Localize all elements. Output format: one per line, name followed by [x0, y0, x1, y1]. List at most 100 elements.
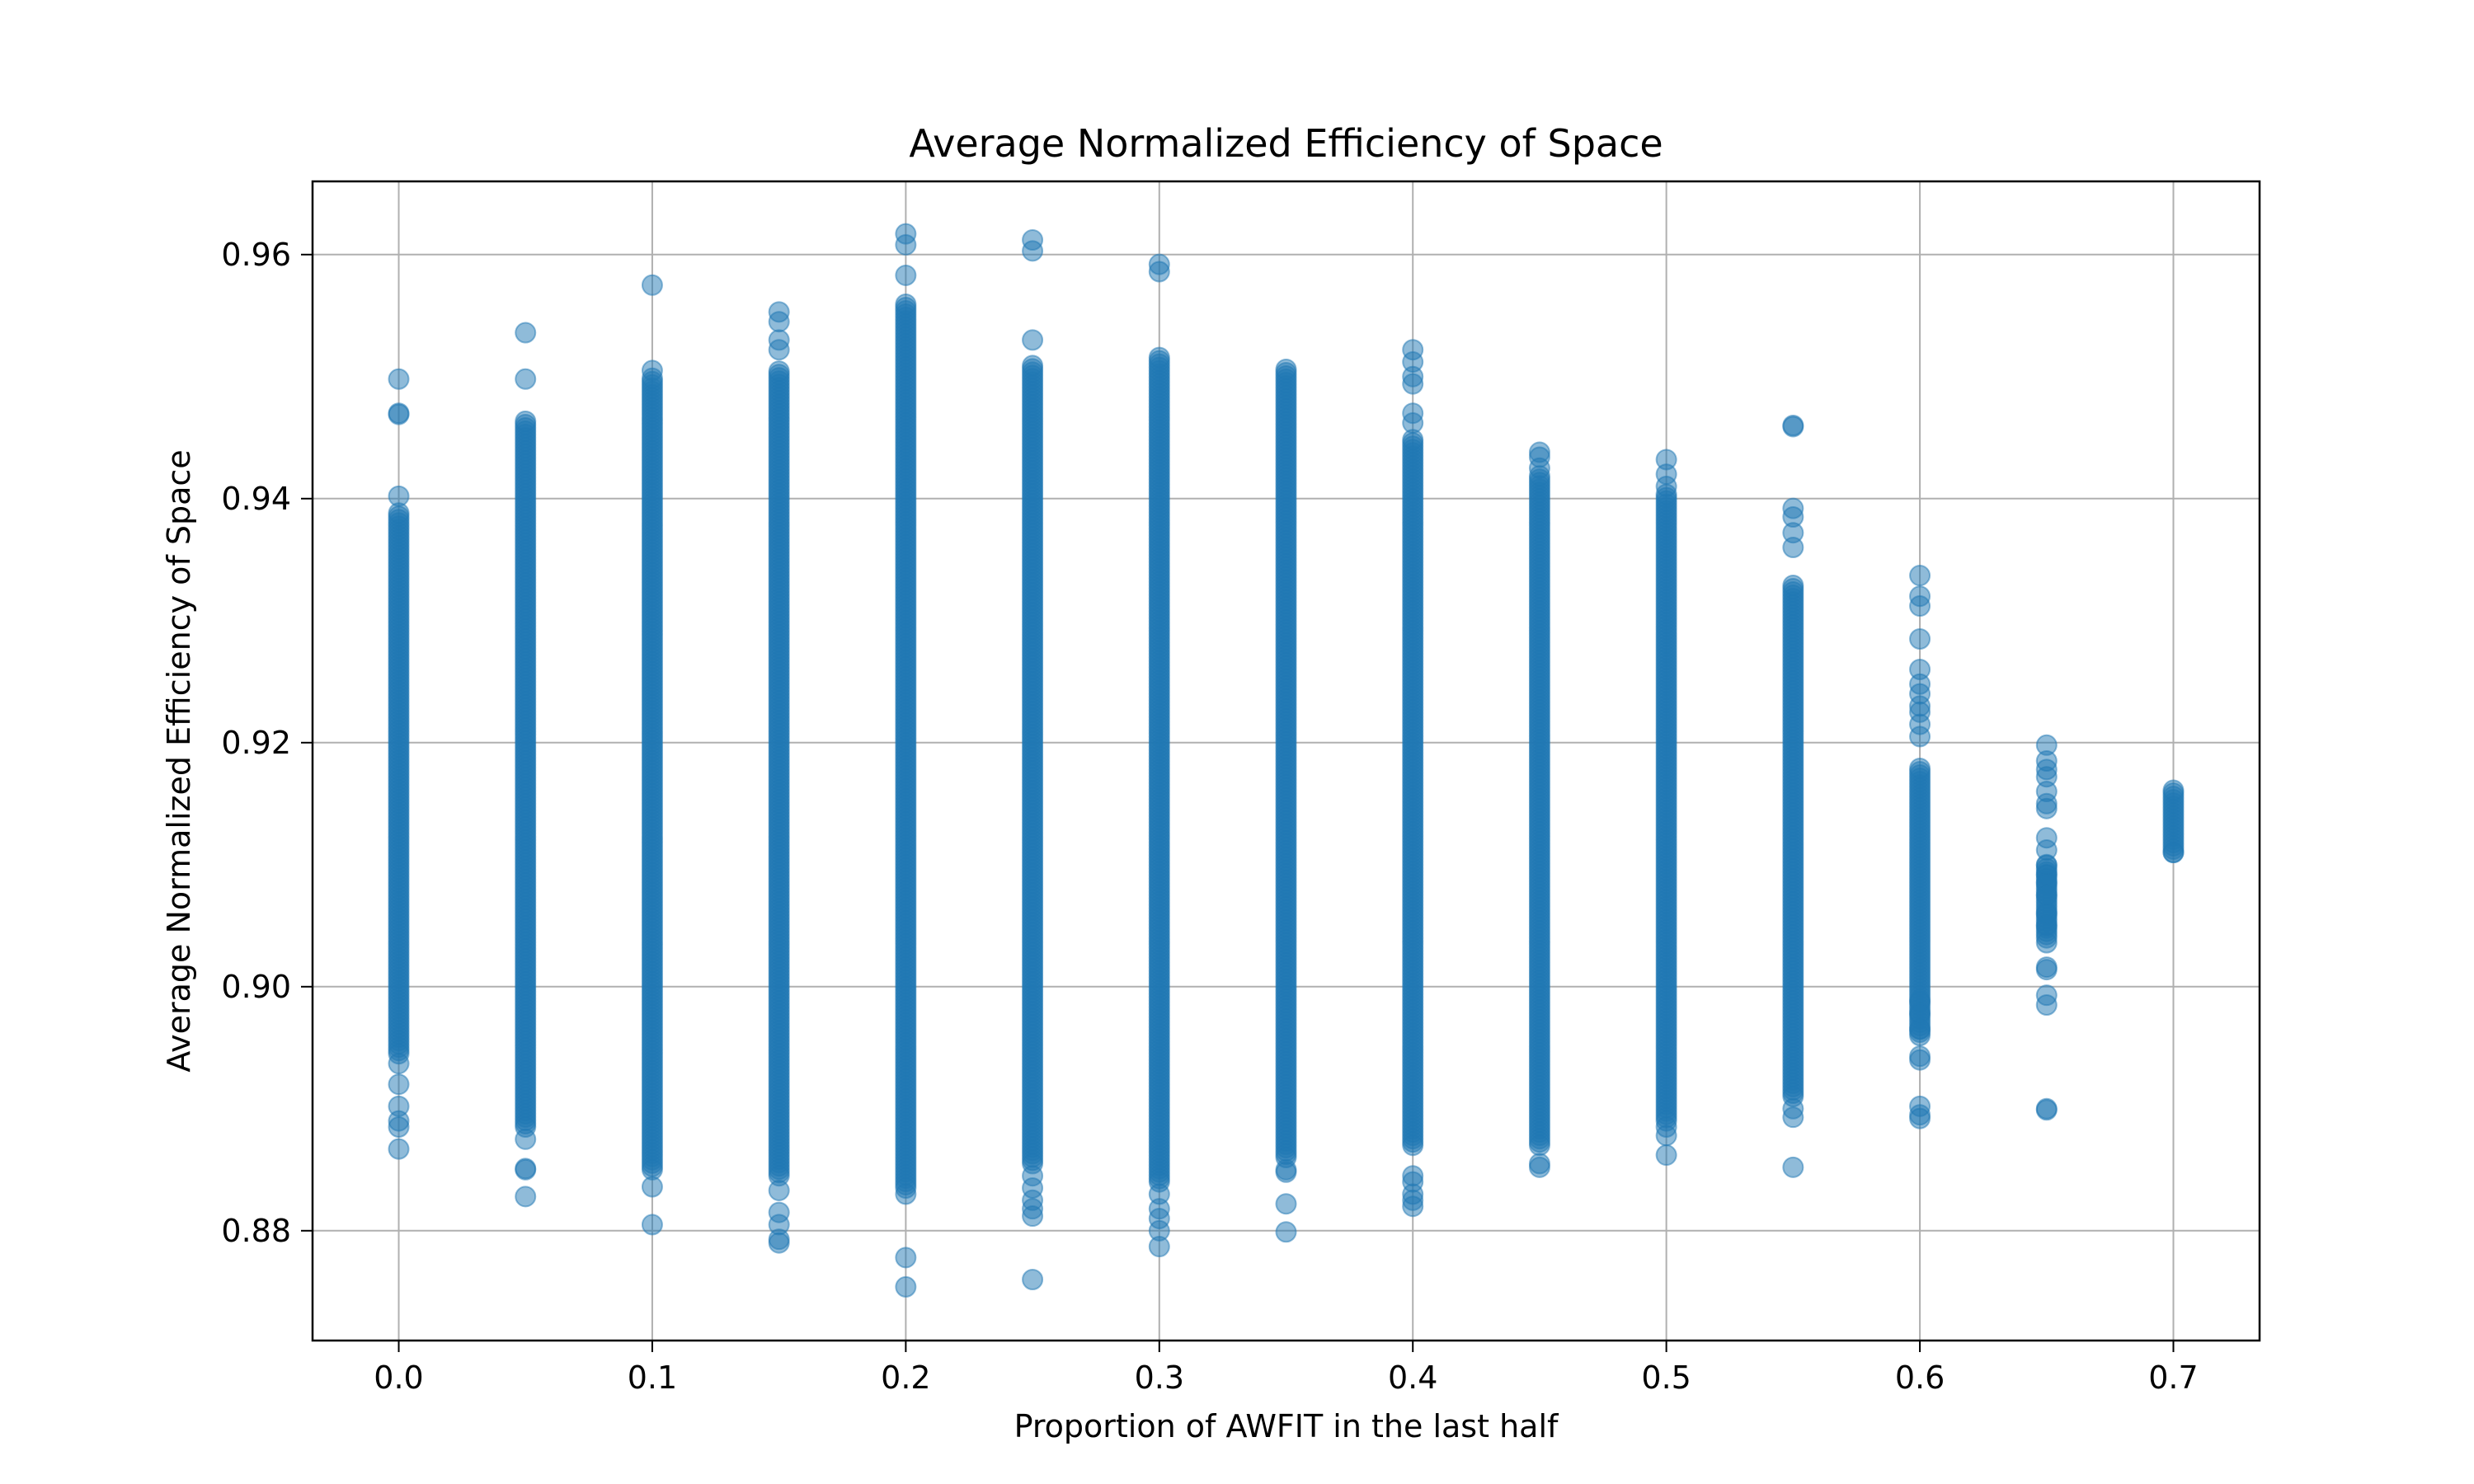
data-point — [895, 1247, 917, 1269]
data-column — [768, 301, 790, 1254]
data-point — [1275, 1193, 1297, 1215]
data-point — [1528, 1156, 1550, 1178]
data-column — [641, 274, 663, 1236]
data-point — [1909, 1107, 1931, 1129]
data-point — [2162, 842, 2185, 863]
x-tick-label: 0.4 — [1388, 1360, 1437, 1396]
data-point — [2035, 884, 2058, 906]
data-point — [2035, 797, 2058, 819]
data-column — [2162, 779, 2185, 863]
data-point — [1022, 1205, 1044, 1228]
data-point — [2162, 779, 2185, 801]
data-point — [1909, 595, 1931, 618]
data-point — [895, 264, 917, 286]
data-point — [1275, 1161, 1297, 1183]
data-point — [388, 1053, 410, 1075]
x-axis-label: Proportion of AWFIT in the last half — [1014, 1408, 1559, 1444]
data-point — [895, 1183, 917, 1205]
data-point — [1909, 758, 1931, 779]
data-point — [1528, 457, 1550, 479]
data-column — [1655, 448, 1677, 1167]
data-point — [768, 311, 790, 333]
y-axis-ticks: 0.88 0.90 0.92 0.94 0.96 — [221, 237, 313, 1249]
x-tick-label: 0.1 — [628, 1360, 677, 1396]
data-point — [1402, 412, 1424, 434]
chart-title: Average Normalized Efficiency of Space — [909, 121, 1663, 166]
data-point — [895, 294, 917, 315]
data-point — [1148, 346, 1170, 369]
data-point — [1909, 1018, 1931, 1040]
x-tick-label: 0.6 — [1895, 1360, 1945, 1396]
x-tick-label: 0.2 — [881, 1360, 930, 1396]
data-point — [1402, 373, 1424, 395]
data-point — [388, 403, 410, 425]
data-point — [388, 485, 410, 507]
data-point — [1022, 240, 1044, 262]
data-point — [641, 1176, 663, 1198]
data-column — [2035, 734, 2058, 1121]
data-point — [1402, 1195, 1424, 1218]
data-column — [1528, 441, 1550, 1178]
x-tick-label: 0.0 — [374, 1360, 423, 1396]
data-column — [1402, 339, 1424, 1218]
data-point — [641, 1214, 663, 1236]
data-point — [515, 322, 537, 344]
data-point — [1655, 1144, 1677, 1167]
data-point — [768, 339, 790, 361]
data-point — [1782, 1106, 1804, 1129]
data-point — [2035, 1099, 2058, 1121]
x-tick-label: 0.5 — [1641, 1360, 1691, 1396]
data-point — [1909, 565, 1931, 587]
data-point — [895, 233, 917, 256]
data-point — [1275, 359, 1297, 380]
data-point — [1909, 726, 1931, 748]
data-column — [1782, 415, 1804, 1178]
data-point — [1782, 1156, 1804, 1178]
data-point — [388, 368, 410, 390]
data-point — [515, 1158, 537, 1181]
points-layer — [388, 223, 2185, 1298]
x-tick-label: 0.3 — [1135, 1360, 1184, 1396]
data-point — [768, 1232, 790, 1254]
x-axis-ticks: 0.0 0.1 0.2 0.3 0.4 0.5 0.6 0.7 — [374, 1341, 2199, 1396]
data-point — [1148, 261, 1170, 283]
data-point — [515, 1128, 537, 1150]
data-point — [1022, 329, 1044, 351]
y-tick-label: 0.94 — [221, 481, 291, 517]
data-point — [388, 1073, 410, 1096]
x-tick-label: 0.7 — [2148, 1360, 2198, 1396]
y-axis-label: Average Normalized Efficiency of Space — [161, 449, 197, 1072]
data-point — [1782, 537, 1804, 558]
data-point — [1148, 1236, 1170, 1258]
data-point — [388, 1138, 410, 1160]
y-tick-label: 0.92 — [221, 725, 291, 761]
data-point — [2035, 959, 2058, 981]
data-point — [1655, 1125, 1677, 1147]
data-point — [1909, 1049, 1931, 1071]
data-column — [1148, 253, 1170, 1258]
data-column — [895, 223, 917, 1298]
y-tick-label: 0.88 — [221, 1213, 291, 1249]
data-point — [388, 1116, 410, 1138]
data-column — [1275, 359, 1297, 1243]
data-point — [515, 411, 537, 432]
data-column — [388, 368, 410, 1160]
data-point — [641, 274, 663, 296]
data-column — [1022, 229, 1044, 1290]
data-point — [895, 1275, 917, 1298]
data-point — [641, 359, 663, 382]
data-point — [2035, 932, 2058, 954]
y-tick-label: 0.96 — [221, 237, 291, 273]
data-point — [1655, 476, 1677, 497]
data-point — [1782, 575, 1804, 596]
data-point — [515, 368, 537, 390]
data-point — [1022, 1269, 1044, 1290]
data-point — [1909, 628, 1931, 650]
data-point — [768, 1179, 790, 1201]
data-point — [768, 360, 790, 383]
data-column — [515, 322, 537, 1208]
data-point — [2035, 994, 2058, 1016]
data-point — [1022, 355, 1044, 377]
